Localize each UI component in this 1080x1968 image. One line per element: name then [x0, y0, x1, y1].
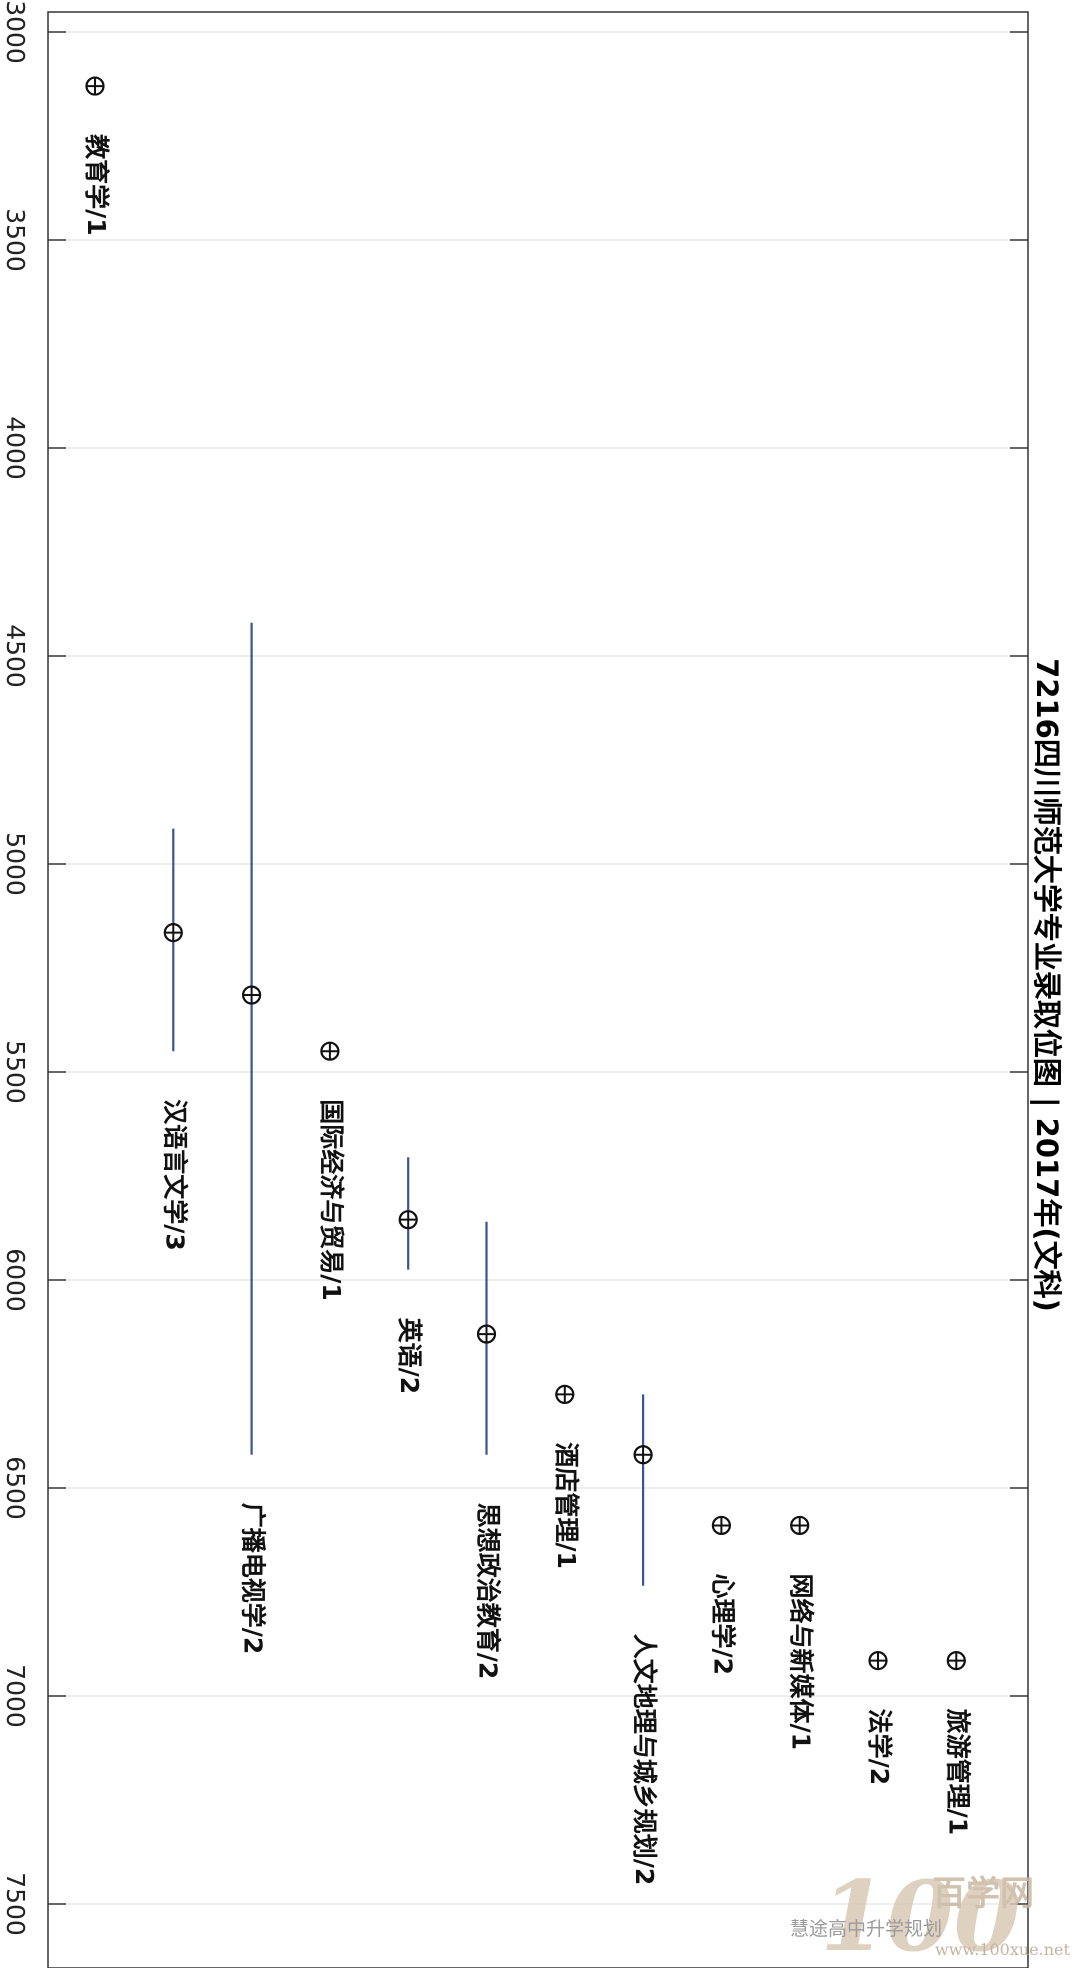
tick-label: 7000 [1, 1664, 30, 1728]
watermark-url: www.100xue.net [935, 1940, 1070, 1959]
data-point [476, 1324, 497, 1344]
data-point [790, 1515, 810, 1536]
point-label: 广播电视学/2 [239, 1503, 268, 1655]
point-label: 旅游管理/1 [943, 1709, 972, 1836]
point-label: 人文地理与城乡规划/2 [630, 1634, 659, 1886]
tick-label: 6000 [1, 1248, 30, 1312]
watermark: 100 百学网 www.100xue.net 慧途高中升学规划 [790, 1860, 1070, 1968]
point-label: 英语/2 [395, 1318, 424, 1395]
point-label: 思想政治教育/2 [474, 1503, 503, 1680]
point-label: 法学/2 [865, 1709, 894, 1786]
tick-label: 3000 [1, 0, 30, 64]
plot-frame [47, 11, 1029, 1968]
tick-label: 5000 [1, 832, 30, 896]
data-point [868, 1651, 888, 1671]
watermark-wechat: 慧途高中升学规划 [790, 1918, 942, 1940]
data-points [85, 76, 966, 1671]
tick-label: 3500 [1, 208, 30, 272]
point-label: 教育学/1 [82, 134, 111, 236]
range-lines [172, 622, 645, 1586]
data-point [320, 1041, 340, 1061]
data-point [555, 1384, 575, 1405]
tick-label: 4000 [1, 416, 30, 480]
data-point [633, 1445, 653, 1465]
chart-title: 7216四川师范大学专业录取位图 | 2017年(文科) [1030, 658, 1064, 1312]
data-point [242, 985, 262, 1005]
point-label: 酒店管理/1 [552, 1442, 581, 1569]
axis-ticks: 3000 3500 4000 4500 5000 5500 6000 6500 7000 7500 [1, 0, 1028, 1936]
data-point [946, 1651, 966, 1671]
tick-label: 4500 [1, 624, 30, 688]
point-label: 汉语言文学/3 [160, 1099, 189, 1251]
watermark-logo: 100 [820, 1860, 1020, 1968]
tick-label: 7500 [1, 1872, 30, 1936]
data-point [711, 1515, 732, 1536]
point-label: 心理学/2 [708, 1573, 737, 1675]
data-point [85, 76, 105, 96]
gridlines [48, 31, 1028, 1905]
watermark-brand: 百学网 [932, 1874, 1034, 1914]
point-labels: 教育学/1 汉语言文学/3 广播电视学/2 国际经济与贸易/1 英语/2 思想政治教育/2… [82, 134, 972, 1885]
point-label: 国际经济与贸易/1 [317, 1099, 346, 1301]
point-label: 网络与新媒体/1 [787, 1573, 816, 1750]
tick-label: 6500 [1, 1456, 30, 1520]
tick-label: 5500 [1, 1040, 30, 1104]
data-point [163, 923, 183, 943]
data-point [398, 1210, 418, 1230]
